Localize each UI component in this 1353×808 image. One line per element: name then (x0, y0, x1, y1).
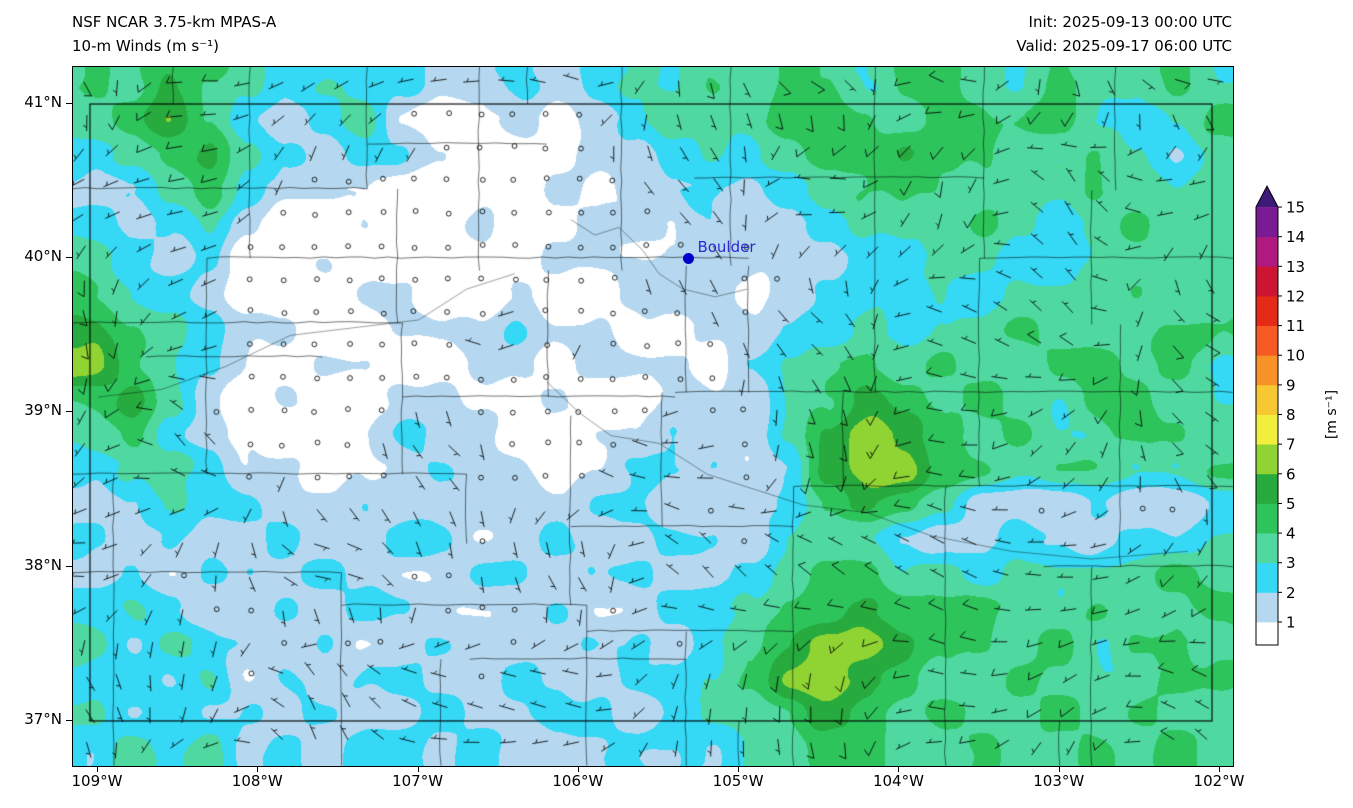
init-time-label: Init: 2025-09-13 00:00 UTC (1028, 13, 1232, 31)
colorbar-band (1256, 236, 1278, 267)
colorbar-band (1256, 355, 1278, 386)
colorbar-band (1256, 266, 1278, 297)
y-axis-tick (66, 257, 72, 259)
x-axis-tick-label: 106°W (552, 772, 604, 790)
colorbar-tick-label: 3 (1286, 554, 1296, 572)
model-title: NSF NCAR 3.75-km MPAS-A (72, 13, 277, 31)
x-axis-tick (97, 766, 98, 772)
colorbar-tick-label: 1 (1286, 614, 1296, 632)
x-axis-tick-label: 103°W (1033, 772, 1085, 790)
colorbar-tick-label: 6 (1286, 465, 1296, 483)
figure-title-block: NSF NCAR 3.75-km MPAS-A 10-m Winds (m s⁻… (72, 10, 276, 58)
y-axis-tick-label: 37°N (24, 709, 62, 728)
colorbar-tick-label: 15 (1286, 199, 1305, 217)
colorbar-band (1256, 562, 1278, 593)
colorbar-tick-label: 5 (1286, 495, 1296, 513)
colorbar-tick-label: 2 (1286, 584, 1296, 602)
y-axis-tick-label: 40°N (24, 247, 62, 266)
colorbar-band (1256, 384, 1278, 415)
colorbar-band (1256, 414, 1278, 445)
y-axis-tick-label: 39°N (24, 401, 62, 420)
y-axis-tick (66, 411, 72, 413)
y-axis-tick (66, 565, 72, 567)
wind-speed-map-canvas (73, 67, 1233, 766)
colorbar-tick-label: 8 (1286, 406, 1296, 424)
x-axis-tick-label: 107°W (392, 772, 444, 790)
colorbar-tick-label: 14 (1286, 228, 1305, 246)
x-axis-tick (417, 766, 419, 772)
x-axis-tick-label: 105°W (712, 772, 764, 790)
y-axis-tick (66, 103, 72, 105)
colorbar-band (1256, 207, 1278, 238)
x-axis-tick (577, 766, 579, 772)
x-axis-tick (738, 766, 740, 772)
x-axis-tick (898, 766, 900, 772)
colorbar-band (1256, 295, 1278, 326)
colorbar-tick-label: 4 (1286, 525, 1296, 543)
y-axis-tick (66, 719, 72, 721)
colorbar-tick-label: 7 (1286, 436, 1296, 454)
colorbar-band (1256, 503, 1278, 534)
y-axis-tick-label: 41°N (24, 93, 62, 112)
colorbar-band (1256, 592, 1278, 623)
boulder-marker-dot (682, 253, 694, 265)
colorbar-band (1256, 473, 1278, 504)
colorbar-band (1256, 533, 1278, 564)
field-subtitle: 10-m Winds (m s⁻¹) (72, 37, 219, 55)
x-axis-tick (1058, 766, 1060, 772)
valid-time-label: Valid: 2025-09-17 06:00 UTC (1016, 37, 1232, 55)
colorbar-band (1256, 444, 1278, 475)
colorbar-unit-label: [m s⁻¹] (1324, 390, 1340, 439)
y-axis-tick-label: 38°N (24, 555, 62, 574)
x-axis-tick-label: 109°W (71, 772, 123, 790)
colorbar-over-arrow (1256, 186, 1278, 208)
boulder-label: Boulder (697, 237, 756, 256)
run-time-block: Init: 2025-09-13 00:00 UTC Valid: 2025-0… (732, 10, 1232, 58)
colorbar-outline (1255, 184, 1279, 646)
x-axis-tick-label: 104°W (872, 772, 924, 790)
colorbar-tick-label: 10 (1286, 347, 1305, 365)
x-axis-tick (257, 766, 259, 772)
colorbar-tick-label: 12 (1286, 287, 1305, 305)
colorbar-band (1256, 325, 1278, 356)
colorbar-tick-label: 13 (1286, 258, 1305, 276)
x-axis-tick-label: 102°W (1193, 772, 1245, 790)
colorbar-under-band (1256, 622, 1278, 645)
map-plot-area (72, 66, 1234, 767)
colorbar-tick-label: 11 (1286, 317, 1305, 335)
x-axis-tick (1219, 766, 1221, 772)
x-axis-tick-label: 108°W (231, 772, 283, 790)
colorbar-tick-label: 9 (1286, 376, 1296, 394)
